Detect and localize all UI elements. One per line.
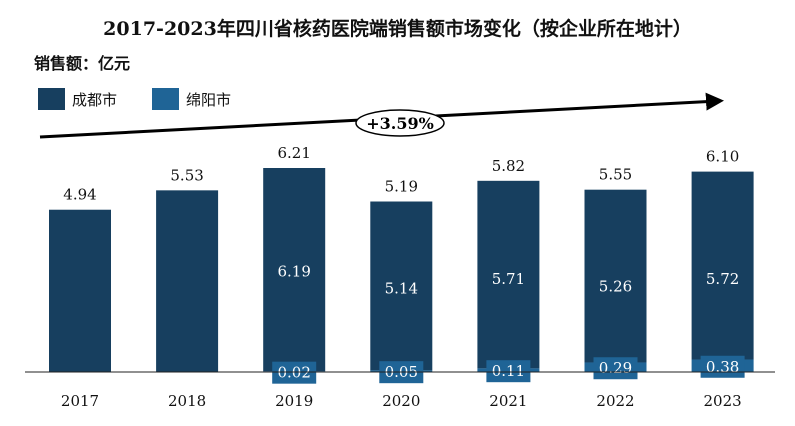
x-tick-label-2019: 2019 — [275, 392, 313, 410]
bar-chengdu-2023 — [691, 171, 754, 360]
mianyang-label-bg-2021 — [486, 360, 531, 383]
chart-title: 2017-2023年四川省核药医院端销售额市场变化（按企业所在地计） — [103, 18, 692, 40]
mianyang-value-label-2021: 0.11 — [492, 362, 525, 380]
x-tick-label-2023: 2023 — [704, 392, 742, 410]
legend-label-1: 绵阳市 — [186, 91, 231, 109]
total-label-2017: 4.94 — [63, 186, 96, 204]
mianyang-label-bg-2022 — [593, 357, 638, 380]
legend-label-0: 成都市 — [72, 91, 117, 109]
growth-label: +3.59% — [366, 114, 434, 133]
chengdu-value-label-2021: 5.71 — [492, 270, 525, 288]
bar-chengdu-2022 — [584, 189, 647, 363]
legend-swatch-1 — [152, 88, 179, 110]
bar-chengdu-2018 — [156, 190, 219, 372]
bar-chengdu-2020 — [370, 201, 433, 371]
growth-ellipse — [355, 109, 445, 137]
chengdu-value-label-2019: 6.19 — [277, 262, 310, 280]
x-tick-label-2017: 2017 — [61, 392, 99, 410]
chengdu-value-label-2023: 5.72 — [706, 270, 739, 288]
chengdu-value-label-2022: 5.26 — [599, 278, 632, 296]
total-label-2020: 5.19 — [385, 178, 418, 196]
chengdu-value-label-2020: 5.14 — [385, 280, 418, 298]
x-tick-label-2021: 2021 — [489, 392, 527, 410]
total-label-2019: 6.21 — [277, 144, 310, 162]
mianyang-value-label-2023: 0.38 — [706, 358, 739, 376]
total-label-2022: 5.55 — [599, 166, 632, 184]
total-label-2023: 6.10 — [706, 148, 739, 166]
bar-chengdu-2021 — [477, 180, 540, 369]
unit-label: 销售额：亿元 — [34, 54, 131, 73]
legend-swatch-0 — [38, 88, 65, 110]
x-tick-label-2022: 2022 — [596, 392, 634, 410]
bar-chengdu-2017 — [49, 209, 111, 372]
mianyang-value-label-2022: 0.29 — [599, 359, 632, 377]
x-tick-label-2018: 2018 — [168, 392, 206, 410]
total-label-2018: 5.53 — [170, 166, 203, 184]
x-tick-label-2020: 2020 — [382, 392, 420, 410]
total-label-2021: 5.82 — [492, 157, 525, 175]
bar-chengdu-2019 — [263, 168, 326, 372]
mianyang-label-bg-2019 — [272, 361, 317, 384]
mianyang-value-label-2019: 0.02 — [277, 364, 310, 382]
